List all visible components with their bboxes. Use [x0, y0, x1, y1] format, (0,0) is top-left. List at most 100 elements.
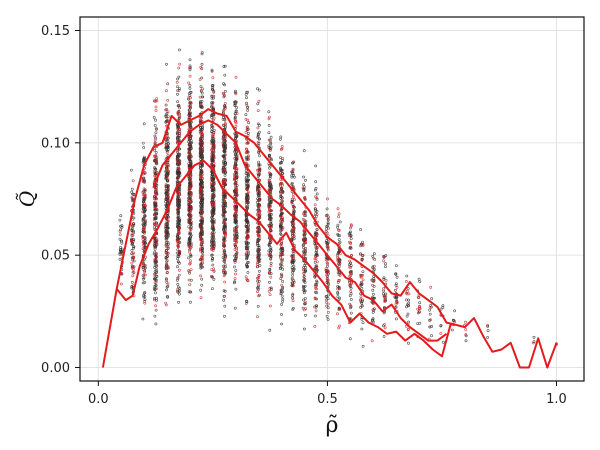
- scatter-point-2460: [223, 244, 227, 248]
- scatter-point-2135: [210, 123, 214, 127]
- scatter-point-3239: [268, 293, 272, 297]
- scatter-point-1012: [176, 150, 179, 154]
- scatter-point-1787: [200, 248, 204, 252]
- scatter-point-474: [153, 171, 157, 175]
- scatter-point-1748: [200, 51, 204, 54]
- scatter-point-4298: [428, 312, 432, 316]
- scatter-point-285: [143, 214, 147, 218]
- scatter-point-1116: [176, 199, 180, 203]
- scatter-point-641: [166, 212, 170, 216]
- scatter-point-1803: [200, 186, 204, 190]
- scatter-point-1843: [200, 170, 204, 174]
- scatter-point-2744: [235, 205, 239, 209]
- scatter-point-3126: [256, 315, 259, 319]
- scatter-point-2930: [245, 157, 249, 160]
- scatter-point-470: [154, 240, 158, 244]
- scatter-point-797: [166, 82, 170, 86]
- scatter-point-194: [143, 269, 147, 273]
- scatter-point-2139: [211, 212, 215, 216]
- scatter-point-4076: [349, 311, 353, 315]
- scatter-point-758: [166, 251, 170, 255]
- scatter-point-1696: [200, 243, 204, 247]
- scatter-point-2481: [223, 199, 227, 203]
- scatter-point-2730: [234, 159, 238, 163]
- scatter-point-2697: [233, 217, 237, 221]
- scatter-point-2142: [211, 228, 215, 232]
- scatter-point-2115: [210, 197, 214, 201]
- scatter-point-799: [166, 246, 170, 250]
- scatter-point-491: [155, 192, 159, 196]
- scatter-point-2629: [234, 269, 238, 272]
- scatter-point-1464: [188, 147, 192, 151]
- scatter-point-1081: [176, 113, 180, 116]
- scatter-point-2733: [234, 147, 238, 151]
- scatter-point-2700: [234, 109, 238, 113]
- scatter-point-2165: [210, 248, 214, 252]
- scatter-point-1017: [178, 252, 182, 256]
- scatter-point-2888: [245, 299, 248, 303]
- scatter-point-1095: [177, 186, 181, 190]
- scatter-point-2691: [235, 176, 238, 180]
- scatter-point-2978: [256, 279, 260, 283]
- scatter-point-1107: [177, 219, 181, 223]
- scatter-point-3764: [302, 149, 306, 153]
- scatter-point-4323: [486, 329, 490, 333]
- scatter-point-3981: [337, 238, 341, 242]
- scatter-point-2157: [212, 128, 216, 132]
- scatter-point-761: [166, 184, 170, 187]
- scatter-point-1837: [198, 235, 202, 238]
- scatter-point-1617: [200, 76, 204, 80]
- scatter-point-502: [153, 227, 157, 231]
- scatter-point-2364: [224, 106, 227, 110]
- scatter-point-2093: [210, 101, 214, 105]
- scatter-point-1486: [199, 274, 203, 278]
- scatter-point-60: [130, 248, 134, 252]
- scatter-point-1071: [176, 191, 180, 195]
- scatter-point-3392: [280, 283, 284, 287]
- scatter-point-2430: [222, 238, 226, 242]
- scatter-point-1475: [187, 108, 191, 112]
- scatter-point-119: [132, 223, 136, 227]
- scatter-point-4260: [405, 298, 408, 302]
- scatter-point-4255: [406, 287, 410, 290]
- scatter-point-505: [154, 136, 158, 140]
- scatter-point-499: [153, 158, 157, 162]
- scatter-point-2731: [235, 184, 239, 187]
- scatter-point-1033: [176, 289, 179, 293]
- scatter-point-4261: [406, 312, 410, 316]
- scatter-point-26: [118, 248, 122, 252]
- scatter-point-523: [155, 298, 158, 302]
- scatter-point-802: [166, 242, 170, 246]
- scatter-point-1838: [200, 277, 204, 281]
- scatter-point-2945: [245, 278, 249, 282]
- scatter-point-2412: [223, 173, 227, 177]
- scatter-point-4301: [439, 307, 443, 311]
- scatter-point-519: [153, 261, 157, 264]
- scatter-point-400: [153, 263, 157, 267]
- scatter-point-3731: [304, 313, 307, 317]
- scatter-point-2420: [223, 294, 227, 298]
- scatter-point-1699: [200, 62, 204, 66]
- scatter-point-280: [143, 301, 147, 305]
- scatter-point-516: [152, 154, 156, 158]
- scatter-point-1830: [200, 225, 204, 229]
- scatter-point-3227: [269, 135, 273, 139]
- scatter-point-1637: [199, 119, 203, 122]
- scatter-point-292: [143, 230, 147, 234]
- scatter-point-2452: [222, 213, 226, 217]
- scatter-point-90: [130, 261, 134, 265]
- scatter-point-2082: [212, 267, 216, 271]
- scatter-point-2429: [222, 163, 226, 167]
- scatter-point-3338: [267, 131, 271, 135]
- scatter-point-2411: [223, 260, 227, 264]
- scatter-point-270: [141, 180, 145, 183]
- scatter-point-390: [154, 105, 158, 109]
- scatter-point-819: [177, 66, 181, 70]
- scatter-point-1835: [200, 170, 204, 174]
- scatter-point-1833: [199, 89, 203, 92]
- scatter-point-2916: [246, 253, 250, 257]
- scatter-point-3139: [258, 264, 262, 267]
- scatter-point-1395: [189, 154, 193, 158]
- scatter-point-4318: [464, 339, 468, 343]
- scatter-point-2094: [212, 207, 216, 210]
